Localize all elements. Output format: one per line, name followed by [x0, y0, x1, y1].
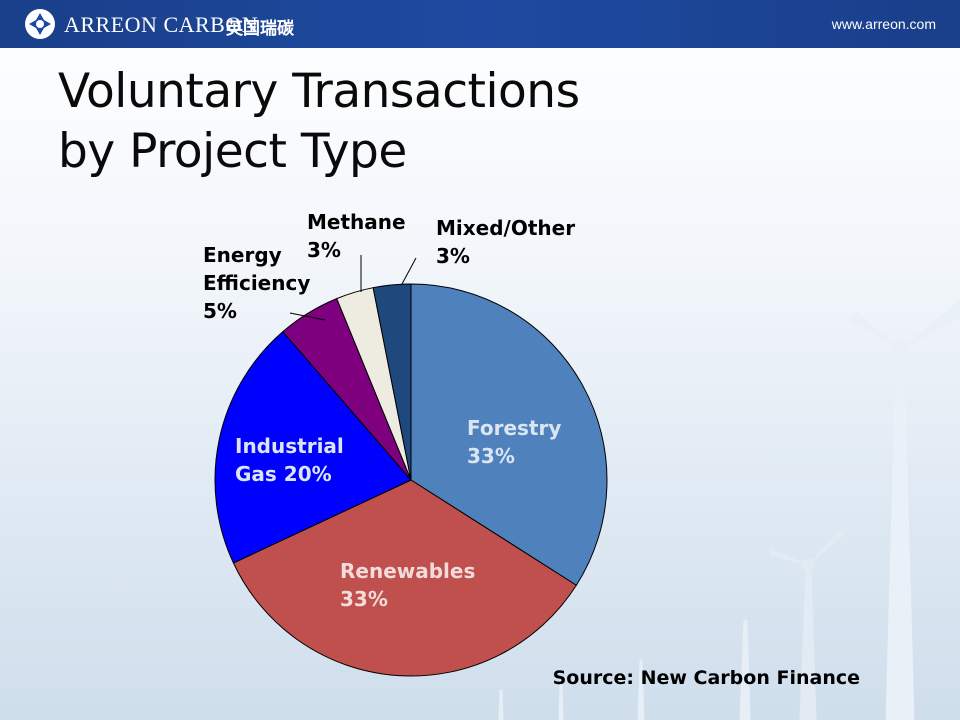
- pie-slice-mixed-other: [372, 283, 412, 481]
- data-label-methane: Methane 3%: [307, 210, 406, 262]
- slide-title-line-2: by Project Type: [58, 124, 407, 179]
- slide-title-line-1: Voluntary Transactions: [58, 64, 580, 119]
- header-bar: ARREON CARBON 英国瑞碳 www.arreon.com: [0, 0, 960, 48]
- data-label-renewables: Renewables 33%: [340, 559, 475, 611]
- brand-chinese-name: 英国瑞碳: [226, 19, 294, 39]
- leader-line: [401, 257, 417, 285]
- data-label-industrial-gas: Industrial Gas 20%: [235, 434, 344, 486]
- data-label-mixed-other: Mixed/Other 3%: [436, 216, 575, 268]
- data-label-forestry: Forestry 33%: [467, 416, 561, 468]
- pie-slice-renewables: [232, 479, 578, 677]
- data-label-energy-efficiency: Energy Efficiency 5%: [203, 243, 310, 323]
- leader-line: [289, 312, 326, 321]
- slide-title: Voluntary Transactions by Project Type: [58, 62, 580, 182]
- pie-slice-forestry: [410, 283, 608, 586]
- pie-slice-industrial-gas: [214, 330, 412, 564]
- source-note: Source: New Carbon Finance: [552, 667, 860, 689]
- arreon-logo-icon: [25, 9, 55, 39]
- brand-name: ARREON CARBON: [64, 12, 259, 37]
- website-url[interactable]: www.arreon.com: [831, 16, 936, 32]
